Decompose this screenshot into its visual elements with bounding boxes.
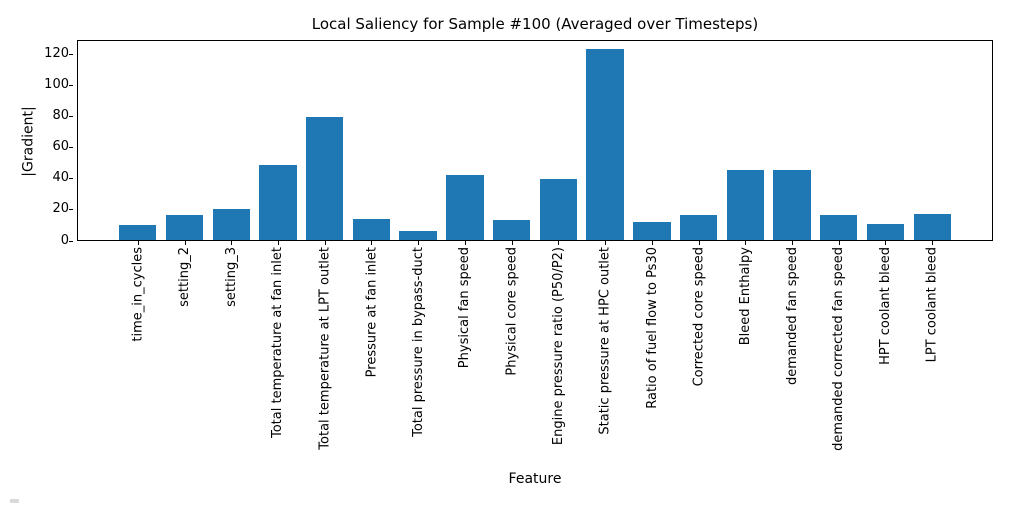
bar-total-temperature-at-fan-inlet bbox=[259, 164, 297, 240]
x-tick-label: Corrected core speed bbox=[691, 247, 707, 387]
chart-title: Local Saliency for Sample #100 (Averaged… bbox=[311, 15, 759, 33]
x-tick-mark bbox=[885, 241, 887, 245]
y-tick-label: 120 bbox=[44, 45, 69, 61]
x-tick-mark bbox=[558, 241, 560, 245]
x-tick-label: Physical fan speed bbox=[457, 247, 473, 369]
bar-setting-2 bbox=[165, 215, 204, 240]
bar-time-in-cycles bbox=[119, 225, 157, 240]
x-tick-mark bbox=[184, 241, 186, 245]
y-tick-mark bbox=[69, 53, 73, 55]
x-tick-label: Engine pressure ratio (P50/P2) bbox=[550, 247, 566, 446]
x-tick-label: Bleed Enthalpy bbox=[737, 247, 753, 346]
x-tick-mark bbox=[792, 241, 794, 245]
bar-engine-pressure-ratio-p50-p2- bbox=[539, 178, 578, 240]
y-tick-mark bbox=[69, 147, 73, 149]
y-tick-label: 0 bbox=[60, 232, 69, 248]
bar-setting-3 bbox=[212, 209, 250, 240]
bar-pressure-at-fan-inlet bbox=[352, 219, 391, 240]
y-tick-mark bbox=[69, 209, 73, 211]
x-tick-mark bbox=[932, 241, 934, 245]
x-tick-label: Static pressure at HPC outlet bbox=[597, 247, 613, 435]
x-tick-mark bbox=[838, 241, 840, 245]
bar-demanded-corrected-fan-speed bbox=[820, 215, 858, 240]
x-tick-label: Total temperature at LPT outlet bbox=[317, 247, 333, 450]
x-tick-label: setting_2 bbox=[177, 247, 193, 307]
bar-ratio-of-fuel-flow-to-ps30 bbox=[633, 222, 671, 240]
x-tick-label: demanded fan speed bbox=[784, 247, 800, 385]
bar-lpt-coolant-bleed bbox=[913, 213, 951, 240]
bar-hpt-coolant-bleed bbox=[866, 223, 905, 240]
x-tick-label: LPT coolant bleed bbox=[924, 247, 940, 363]
x-axis-label: Feature bbox=[508, 471, 562, 487]
bar-total-pressure-in-bypass-duct bbox=[399, 231, 437, 240]
x-tick-mark bbox=[511, 241, 513, 245]
x-tick-label: demanded corrected fan speed bbox=[831, 247, 847, 451]
x-tick-label: Total temperature at fan inlet bbox=[270, 247, 286, 439]
bar-total-temperature-at-lpt-outlet bbox=[306, 116, 344, 240]
x-tick-label: time_in_cycles bbox=[130, 247, 146, 342]
x-tick-mark bbox=[698, 241, 700, 245]
x-tick-mark bbox=[464, 241, 466, 245]
x-tick-mark bbox=[371, 241, 373, 245]
bar-static-pressure-at-hpc-outlet bbox=[586, 49, 624, 240]
x-tick-mark bbox=[418, 241, 420, 245]
y-tick-label: 80 bbox=[52, 108, 69, 124]
x-tick-label: setting_3 bbox=[223, 247, 239, 307]
y-tick-mark bbox=[69, 240, 73, 242]
x-tick-mark bbox=[745, 241, 747, 245]
x-tick-label: Pressure at fan inlet bbox=[363, 247, 379, 378]
bar-bleed-enthalpy bbox=[726, 170, 764, 240]
bar-physical-fan-speed bbox=[446, 174, 484, 240]
x-tick-mark bbox=[605, 241, 607, 245]
x-tick-label: Ratio of fuel flow to Ps30 bbox=[644, 247, 660, 409]
y-tick-label: 20 bbox=[52, 201, 69, 217]
x-tick-label: Physical core speed bbox=[504, 247, 520, 376]
y-tick-label: 40 bbox=[52, 170, 69, 186]
y-tick-mark bbox=[69, 116, 73, 118]
x-tick-mark bbox=[231, 241, 233, 245]
x-tick-mark bbox=[277, 241, 279, 245]
bar-corrected-core-speed bbox=[679, 214, 718, 240]
y-tick-label: 60 bbox=[52, 139, 69, 155]
y-axis-label: |Gradient| bbox=[20, 106, 37, 177]
bar-physical-core-speed bbox=[492, 220, 531, 240]
y-tick-mark bbox=[69, 178, 73, 180]
x-tick-mark bbox=[651, 241, 653, 245]
y-tick-mark bbox=[69, 84, 73, 86]
x-tick-mark bbox=[324, 241, 326, 245]
x-tick-mark bbox=[137, 241, 139, 245]
y-tick-label: 100 bbox=[44, 76, 69, 92]
plot-area bbox=[77, 40, 993, 241]
screen-artifact bbox=[10, 499, 19, 503]
x-tick-label: Total pressure in bypass-duct bbox=[410, 247, 426, 437]
x-tick-label: HPT coolant bleed bbox=[877, 247, 893, 365]
bar-demanded-fan-speed bbox=[773, 170, 811, 240]
